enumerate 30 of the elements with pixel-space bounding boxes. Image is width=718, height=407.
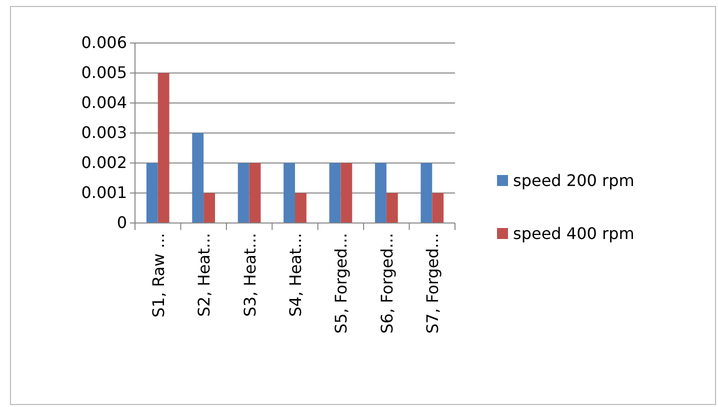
y-tick-label: 0.004 bbox=[81, 93, 127, 112]
bar bbox=[420, 163, 432, 223]
bar bbox=[238, 163, 250, 223]
bar bbox=[158, 73, 170, 223]
bar bbox=[284, 163, 295, 223]
bar bbox=[386, 193, 398, 223]
bar bbox=[204, 193, 215, 223]
bar bbox=[146, 163, 158, 223]
y-tick-label: 0 bbox=[116, 213, 127, 232]
y-tick-label: 0.001 bbox=[81, 183, 127, 202]
bar bbox=[375, 163, 386, 223]
bar bbox=[249, 163, 261, 223]
legend-label: speed 200 rpm bbox=[513, 171, 634, 190]
x-tick-label: S7, Forged... bbox=[423, 233, 442, 334]
x-tick-label: S2, Heat... bbox=[194, 233, 214, 317]
x-tick-label: S5, Forged... bbox=[332, 233, 351, 334]
y-tick-label: 0.006 bbox=[81, 33, 127, 52]
x-tick-label: S4, Heat... bbox=[286, 233, 305, 317]
bar bbox=[340, 163, 352, 223]
y-tick-label: 0.003 bbox=[81, 123, 127, 142]
x-tick-label: S3, Heat... bbox=[240, 233, 260, 317]
x-tick-label: S6, Forged... bbox=[377, 233, 396, 334]
y-tick-label: 0.005 bbox=[81, 63, 127, 82]
bar bbox=[192, 133, 204, 223]
x-tick-label: S1, Raw ... bbox=[148, 233, 168, 318]
bar bbox=[432, 193, 444, 223]
legend-label: speed 400 rpm bbox=[513, 224, 634, 243]
bar bbox=[295, 193, 306, 223]
bar bbox=[329, 163, 341, 223]
y-tick-label: 0.002 bbox=[81, 153, 127, 172]
